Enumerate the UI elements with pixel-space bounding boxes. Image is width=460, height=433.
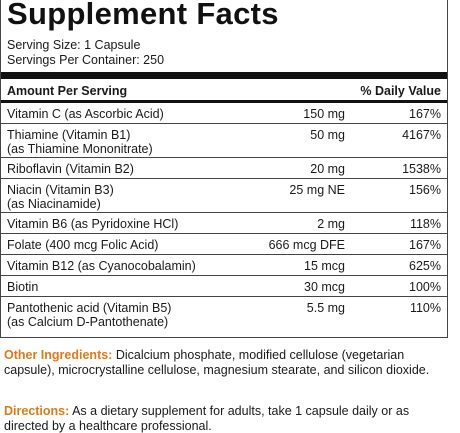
nutrient-name-line: Niacin (Vitamin B3) bbox=[7, 183, 114, 197]
nutrient-name-line: Vitamin B12 (as Cyanocobalamin) bbox=[7, 259, 196, 273]
nutrient-name: Vitamin B12 (as Cyanocobalamin) bbox=[7, 259, 196, 273]
nutrient-name-line: Folate (400 mcg Folic Acid) bbox=[7, 238, 159, 252]
nutrient-amount: 5.5 mg bbox=[306, 301, 345, 315]
row-divider bbox=[1, 123, 447, 124]
daily-value-header: % Daily Value bbox=[360, 84, 441, 98]
table-row: Vitamin B12 (as Cyanocobalamin) 15 mcg 625… bbox=[1, 255, 447, 276]
other-ingredients-text: Dicalcium phosphate, modified cellulose … bbox=[4, 348, 430, 377]
servings-per-container: Servings Per Container: 250 bbox=[7, 53, 165, 67]
nutrient-amount: 150 mg bbox=[303, 107, 345, 121]
nutrient-name: Folate (400 mcg Folic Acid) bbox=[7, 238, 158, 252]
nutrient-name: Biotin bbox=[7, 280, 38, 294]
table-row: Riboflavin (Vitamin B2) 20 mg 1538% bbox=[1, 158, 447, 179]
row-divider bbox=[1, 296, 447, 297]
directions-text: As a dietary supplement for adults, take… bbox=[4, 404, 410, 433]
amount-per-serving-header: Amount Per Serving bbox=[7, 84, 128, 98]
nutrient-name: Vitamin C (as Ascorbic Acid) bbox=[7, 107, 164, 121]
directions-label: Directions: bbox=[4, 404, 70, 418]
nutrient-daily-value: 156% bbox=[409, 183, 441, 197]
row-divider bbox=[1, 254, 447, 255]
nutrient-daily-value: 167% bbox=[409, 238, 441, 252]
table-row: Biotin 30 mcg 100% bbox=[1, 276, 447, 297]
nutrient-name: Niacin (Vitamin B3) (as Niacinamide) bbox=[7, 183, 114, 211]
header-divider bbox=[1, 100, 447, 103]
nutrient-amount: 15 mcg bbox=[304, 259, 345, 273]
nutrient-name: Thiamine (Vitamin B1) (as Thiamine Mononi… bbox=[7, 128, 153, 156]
table-row: Folate (400 mcg Folic Acid) 666 mcg DFE 16… bbox=[1, 234, 447, 255]
supplement-facts-panel: Supplement Facts Serving Size: 1 Capsule… bbox=[0, 0, 448, 338]
nutrient-name: Pantothenic acid (Vitamin B5) (as Calcium… bbox=[7, 301, 171, 329]
thick-divider bbox=[1, 72, 447, 79]
nutrient-name-line: Biotin bbox=[7, 280, 39, 294]
nutrient-amount: 50 mg bbox=[310, 128, 345, 142]
table-row: Vitamin B6 (as Pyridoxine HCl) 2 mg 118% bbox=[1, 213, 447, 234]
table-row: Niacin (Vitamin B3) (as Niacinamide) 25 mg… bbox=[1, 179, 447, 213]
serving-size: Serving Size: 1 Capsule bbox=[7, 38, 141, 52]
row-divider bbox=[1, 212, 447, 213]
nutrient-name: Vitamin B6 (as Pyridoxine HCl) bbox=[7, 217, 178, 231]
nutrient-amount: 20 mg bbox=[310, 162, 345, 176]
table-row: Pantothenic acid (Vitamin B5) (as Calcium… bbox=[1, 297, 447, 331]
nutrient-daily-value: 100% bbox=[409, 280, 441, 294]
row-divider bbox=[1, 157, 447, 158]
nutrient-name-line: (as Niacinamide) bbox=[7, 197, 101, 211]
nutrient-name-line: Vitamin B6 (as Pyridoxine HCl) bbox=[7, 217, 179, 231]
nutrient-daily-value: 110% bbox=[409, 301, 441, 315]
row-divider bbox=[1, 275, 447, 276]
nutrient-daily-value: 625% bbox=[409, 259, 441, 273]
other-ingredients: Other Ingredients: Dicalcium phosphate, … bbox=[4, 348, 456, 377]
row-divider bbox=[1, 233, 447, 234]
nutrient-name-line: Pantothenic acid (Vitamin B5) bbox=[7, 301, 172, 315]
nutrient-amount: 666 mcg DFE bbox=[268, 238, 345, 252]
row-divider bbox=[1, 178, 447, 179]
other-ingredients-label: Other Ingredients: bbox=[4, 348, 113, 362]
nutrient-amount: 25 mg NE bbox=[289, 183, 345, 197]
table-row: Vitamin C (as Ascorbic Acid) 150 mg 167% bbox=[1, 103, 447, 124]
nutrient-daily-value: 1538% bbox=[402, 162, 441, 176]
nutrient-daily-value: 167% bbox=[409, 107, 441, 121]
table-row: Thiamine (Vitamin B1) (as Thiamine Mononi… bbox=[1, 124, 447, 158]
directions: Directions: As a dietary supplement for … bbox=[4, 404, 456, 433]
nutrient-name-line: Thiamine (Vitamin B1) bbox=[7, 128, 131, 142]
nutrient-name-line: (as Thiamine Mononitrate) bbox=[7, 142, 153, 156]
nutrient-name-line: Vitamin C (as Ascorbic Acid) bbox=[7, 107, 164, 121]
nutrient-name-line: (as Calcium D-Pantothenate) bbox=[7, 315, 169, 329]
nutrient-name-line: Riboflavin (Vitamin B2) bbox=[7, 162, 134, 176]
panel-title: Supplement Facts bbox=[7, 0, 279, 31]
nutrient-amount: 30 mcg bbox=[304, 280, 345, 294]
nutrient-amount: 2 mg bbox=[317, 217, 345, 231]
nutrient-daily-value: 4167% bbox=[402, 128, 441, 142]
nutrient-name: Riboflavin (Vitamin B2) bbox=[7, 162, 134, 176]
nutrient-daily-value: 118% bbox=[409, 217, 441, 231]
